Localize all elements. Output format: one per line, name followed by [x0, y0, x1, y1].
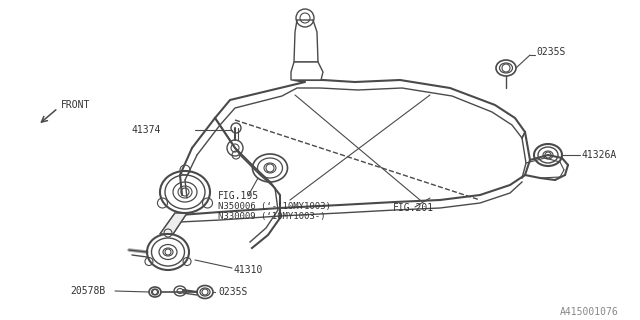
- Text: N330009 (‘10MY1003-): N330009 (‘10MY1003-): [218, 212, 326, 221]
- Text: 0235S: 0235S: [536, 47, 565, 57]
- Text: 41326A: 41326A: [582, 150, 617, 160]
- Text: FIG.201: FIG.201: [393, 203, 434, 213]
- Text: 41374: 41374: [132, 125, 161, 135]
- Text: 20578B: 20578B: [70, 286, 105, 296]
- Polygon shape: [294, 20, 318, 62]
- Polygon shape: [160, 213, 187, 234]
- Text: FRONT: FRONT: [61, 100, 90, 110]
- Text: N350006 (‘-’10MY1003): N350006 (‘-’10MY1003): [218, 203, 331, 212]
- Text: 41310: 41310: [234, 265, 264, 275]
- Text: 0235S: 0235S: [218, 287, 248, 297]
- Polygon shape: [291, 62, 323, 80]
- Text: A415001076: A415001076: [560, 307, 619, 317]
- Text: FIG.195: FIG.195: [218, 191, 259, 201]
